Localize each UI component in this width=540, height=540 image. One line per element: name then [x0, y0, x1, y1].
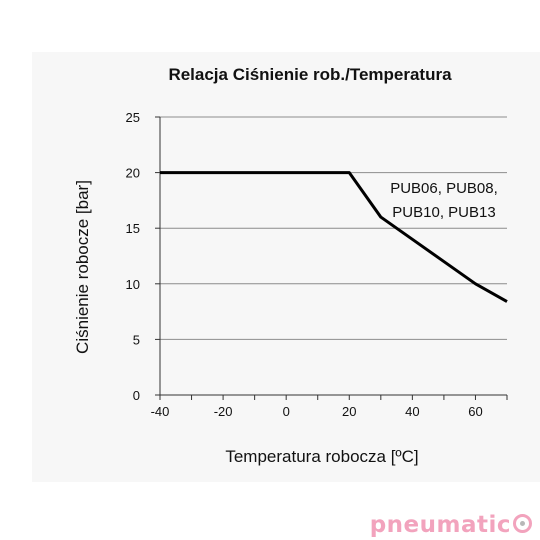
x-tick-label-20: 20: [342, 404, 356, 419]
x-tick-labels: -40 -20 0 20 40 60: [151, 404, 483, 419]
grid: [160, 116, 507, 340]
y-axis-label: Ciśnienie robocze [bar]: [73, 180, 92, 354]
y-tick-label-25: 25: [126, 110, 140, 125]
pneumatic-logo: pneumatic: [370, 512, 532, 538]
x-axis-label: Temperatura robocza [ºC]: [225, 447, 418, 466]
y-tick-label-0: 0: [133, 388, 140, 403]
y-tick-label-20: 20: [126, 166, 140, 181]
y-tick-labels: 0 5 10 15 20 25: [126, 110, 140, 403]
x-tick-label--20: -20: [214, 404, 233, 419]
logo-mark-icon: [513, 514, 532, 533]
chart-background: [32, 52, 540, 482]
annotation-line-1: PUB06, PUB08,: [390, 180, 498, 197]
x-tick-label-60: 60: [468, 404, 482, 419]
logo-text: pneumatic: [369, 512, 511, 538]
x-tick-label-0: 0: [283, 404, 290, 419]
chart-title: Relacja Ciśnienie rob./Temperatura: [168, 65, 452, 84]
y-tick-label-15: 15: [126, 221, 140, 236]
x-tick-label--40: -40: [151, 404, 170, 419]
annotation-line-2: PUB10, PUB13: [392, 204, 495, 221]
axes: [155, 116, 508, 400]
y-tick-label-5: 5: [133, 332, 140, 347]
series: [160, 171, 508, 303]
x-tick-label-40: 40: [405, 404, 419, 419]
y-tick-label-10: 10: [126, 277, 140, 292]
series-line-1: [160, 171, 508, 303]
